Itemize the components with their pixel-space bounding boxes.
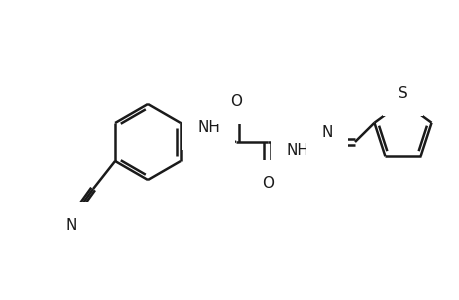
Text: N: N — [65, 218, 77, 232]
Text: O: O — [230, 94, 241, 109]
Text: S: S — [397, 85, 407, 100]
Text: NH: NH — [286, 142, 309, 158]
Text: NH: NH — [196, 120, 219, 135]
Text: O: O — [262, 176, 274, 190]
Text: N: N — [321, 124, 332, 140]
